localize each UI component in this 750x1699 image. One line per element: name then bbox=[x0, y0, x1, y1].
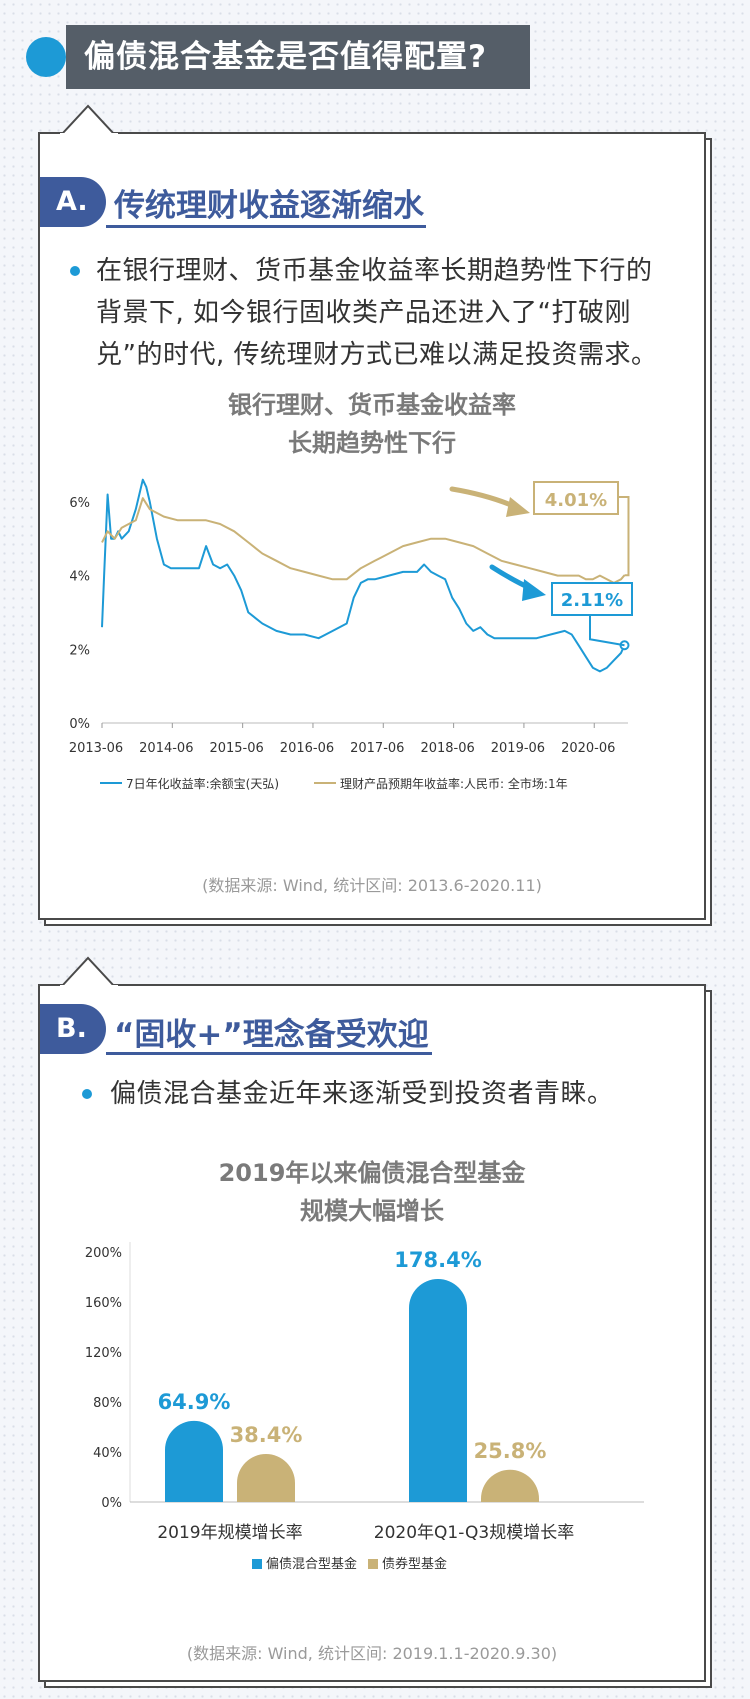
section-a-underline bbox=[106, 225, 426, 228]
blue-trend-arrow-head bbox=[522, 579, 546, 601]
gold-annotation-connector bbox=[614, 496, 630, 577]
card-a-pointer bbox=[60, 104, 118, 136]
y-tick-label: 2% bbox=[69, 643, 90, 658]
y-tick-label: 0% bbox=[69, 717, 90, 732]
bar-partial-bond-hybrid bbox=[409, 1279, 467, 1502]
legend-swatch-bond-fund bbox=[368, 1559, 378, 1569]
y-tick-label: 80% bbox=[93, 1396, 122, 1411]
x-tick-label: 2014-06 bbox=[139, 741, 193, 756]
section-b-badge: B. bbox=[40, 1004, 106, 1054]
bar-chart-title-line: 规模大幅增长 bbox=[300, 1197, 444, 1225]
page-title: 偏债混合基金是否值得配置? bbox=[66, 25, 530, 89]
x-tick-label: 2019-06 bbox=[491, 741, 545, 756]
section-b-underline bbox=[106, 1052, 432, 1055]
bar-data-label: 178.4% bbox=[394, 1248, 481, 1272]
section-b-title: “固收+”理念备受欢迎 bbox=[114, 1017, 429, 1053]
section-a-title: 传统理财收益逐渐缩水 bbox=[114, 188, 424, 224]
gold-trend-arrow-shaft bbox=[449, 486, 519, 510]
section-a-body-line: 背景下, 如今银行固收类产品还进入了“打破刚 bbox=[96, 298, 631, 328]
bar-chart: 0% 40% 80% 120% 160% 200% 64.9% 38.4% 2019年规模增长率… bbox=[85, 1242, 644, 1572]
section-b-source: (数据来源: Wind, 统计区间: 2019.1.1-2020.9.30) bbox=[186, 1644, 558, 1663]
section-b-body: 偏债混合基金近年来逐渐受到投资者青睐。 bbox=[110, 1079, 614, 1109]
gold-end-label: 4.01% bbox=[545, 490, 607, 511]
y-tick-label: 160% bbox=[85, 1296, 122, 1311]
x-category-label: 2019年规模增长率 bbox=[157, 1523, 302, 1543]
gold-trend-arrow-head bbox=[506, 497, 530, 517]
legend-label: 理财产品预期年收益率:人民币: 全市场:1年 bbox=[340, 776, 568, 791]
series-line-yuebao bbox=[101, 478, 626, 673]
card-a bbox=[38, 132, 706, 920]
bullet-icon bbox=[70, 266, 80, 276]
x-tick-label: 2016-06 bbox=[280, 741, 334, 756]
legend-label: 债券型基金 bbox=[382, 1556, 447, 1572]
gold-annotation-box bbox=[533, 481, 619, 515]
x-tick-label: 2013-06 bbox=[69, 741, 123, 756]
y-tick-label: 4% bbox=[69, 570, 90, 585]
section-a-body-line: 在银行理财、货币基金收益率长期趋势性下行的 bbox=[96, 256, 653, 286]
line-chart-title-line: 银行理财、货币基金收益率 bbox=[228, 391, 516, 419]
legend-swatch-partial-bond-hybrid bbox=[252, 1559, 262, 1569]
y-tick-label: 0% bbox=[101, 1496, 122, 1511]
line-chart-title-line: 长期趋势性下行 bbox=[288, 429, 456, 457]
y-tick-label: 40% bbox=[93, 1446, 122, 1461]
line-chart: 0% 2% 4% 6% 2013-06 2014-06 2015-06 2016-06 2017… bbox=[69, 478, 633, 791]
bar-chart-title-line: 2019年以来偏债混合型基金 bbox=[218, 1159, 526, 1187]
section-a-body-line: 兑”的时代, 传统理财方式已难以满足投资需求。 bbox=[96, 340, 658, 370]
card-b-pointer bbox=[60, 956, 118, 988]
legend-label: 7日年化收益率:余额宝(天弘) bbox=[126, 776, 279, 791]
legend-label: 偏债混合型基金 bbox=[266, 1556, 357, 1572]
section-a-badge: A. bbox=[40, 177, 106, 227]
bar-data-label: 38.4% bbox=[230, 1423, 303, 1447]
x-category-label: 2020年Q1-Q3规模增长率 bbox=[374, 1523, 574, 1543]
bar-data-label: 25.8% bbox=[474, 1439, 547, 1463]
x-tick-label: 2017-06 bbox=[350, 741, 404, 756]
bar-partial-bond-hybrid bbox=[165, 1420, 223, 1502]
y-tick-label: 6% bbox=[69, 496, 90, 511]
header-dot-icon bbox=[26, 37, 66, 77]
section-a-source: (数据来源: Wind, 统计区间: 2013.6-2020.11) bbox=[202, 876, 542, 895]
x-tick-label: 2015-06 bbox=[209, 741, 263, 756]
series-line-wealth-products bbox=[101, 497, 626, 584]
section-a-body: 在银行理财、货币基金收益率长期趋势性下行的 背景下, 如今银行固收类产品还进入了… bbox=[96, 250, 686, 376]
bullet-icon bbox=[82, 1089, 92, 1099]
blue-annotation-box bbox=[551, 582, 633, 616]
x-tick-label: 2018-06 bbox=[420, 741, 474, 756]
bar-chart-title: 2019年以来偏债混合型基金 规模大幅增长 bbox=[38, 1154, 706, 1230]
x-tick-label: 2020-06 bbox=[561, 741, 615, 756]
y-tick-label: 120% bbox=[85, 1346, 122, 1361]
bar-data-label: 64.9% bbox=[158, 1390, 231, 1414]
line-chart-title: 银行理财、货币基金收益率 长期趋势性下行 bbox=[38, 386, 706, 462]
blue-end-label: 2.11% bbox=[561, 590, 623, 611]
y-tick-label: 200% bbox=[85, 1246, 122, 1261]
blue-annotation-connector bbox=[589, 611, 625, 647]
bar-bond-fund bbox=[237, 1454, 295, 1502]
bar-bond-fund bbox=[481, 1469, 539, 1502]
